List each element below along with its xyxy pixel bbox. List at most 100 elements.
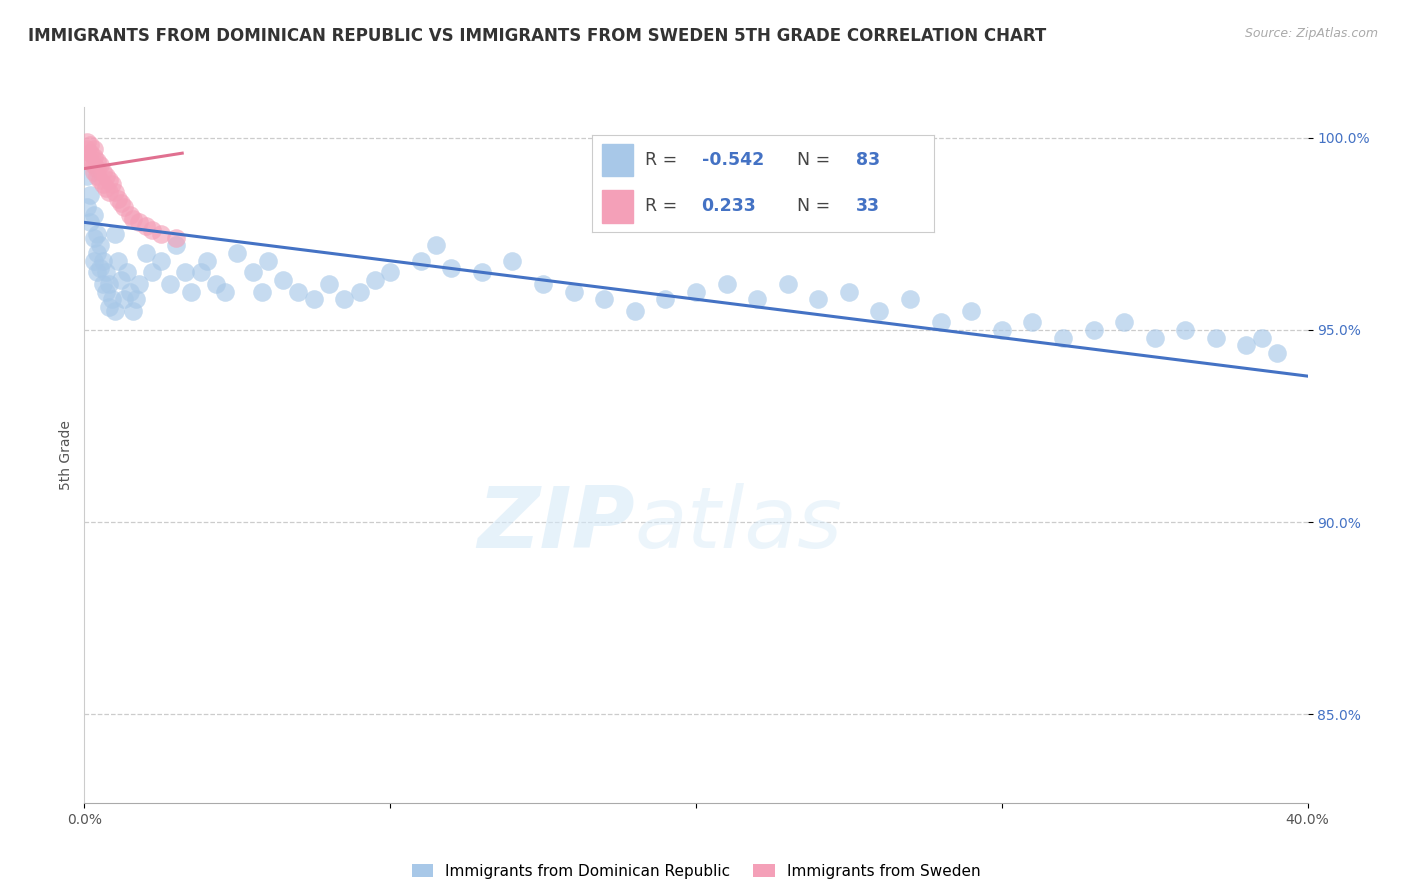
Bar — [602, 190, 633, 222]
Point — [97, 185, 120, 199]
Point — [79, 188, 101, 202]
Text: N =: N = — [797, 197, 831, 216]
Point — [101, 177, 124, 191]
Point — [107, 253, 129, 268]
Point — [1052, 331, 1074, 345]
Point — [409, 253, 432, 268]
Point — [149, 227, 172, 241]
Point — [716, 277, 738, 291]
Point — [685, 285, 707, 299]
Text: IMMIGRANTS FROM DOMINICAN REPUBLIC VS IMMIGRANTS FROM SWEDEN 5TH GRADE CORRELATI: IMMIGRANTS FROM DOMINICAN REPUBLIC VS IM… — [28, 27, 1046, 45]
Legend: Immigrants from Dominican Republic, Immigrants from Sweden: Immigrants from Dominican Republic, Immi… — [412, 863, 980, 879]
Point — [101, 292, 124, 306]
Point — [190, 265, 212, 279]
Point — [149, 253, 172, 268]
Point — [159, 277, 181, 291]
Point — [86, 153, 108, 168]
Point — [226, 246, 249, 260]
Point — [242, 265, 264, 279]
Point — [1250, 331, 1272, 345]
Point — [79, 215, 101, 229]
Text: 33: 33 — [856, 197, 880, 216]
Point — [180, 285, 202, 299]
Bar — [602, 144, 633, 176]
Point — [135, 219, 157, 234]
Point — [97, 173, 120, 187]
Point — [1143, 331, 1166, 345]
Point — [86, 246, 108, 260]
Point — [122, 211, 145, 226]
Point — [89, 238, 111, 252]
Point — [89, 158, 111, 172]
Point — [195, 253, 218, 268]
Point — [141, 265, 163, 279]
Text: -0.542: -0.542 — [702, 151, 763, 169]
Point — [380, 265, 402, 279]
Point — [425, 238, 447, 252]
Point — [83, 253, 105, 268]
Point — [76, 169, 98, 184]
Point — [104, 303, 127, 318]
Point — [1083, 323, 1105, 337]
Point — [898, 292, 921, 306]
Point — [79, 138, 101, 153]
Text: atlas: atlas — [636, 483, 842, 566]
Point — [125, 292, 148, 306]
Point — [76, 135, 98, 149]
Point — [1021, 315, 1043, 329]
Point — [1205, 331, 1227, 345]
Point — [83, 150, 105, 164]
Point — [318, 277, 340, 291]
Y-axis label: 5th Grade: 5th Grade — [59, 420, 73, 490]
Point — [104, 227, 127, 241]
Point — [83, 208, 105, 222]
Text: ZIP: ZIP — [477, 483, 636, 566]
Point — [104, 185, 127, 199]
Point — [562, 285, 585, 299]
Point — [471, 265, 494, 279]
Point — [364, 273, 387, 287]
Point — [929, 315, 952, 329]
Point — [112, 200, 135, 214]
Point — [1174, 323, 1197, 337]
Point — [122, 303, 145, 318]
Point — [1265, 346, 1288, 360]
Point — [97, 277, 120, 291]
Point — [654, 292, 676, 306]
Point — [91, 165, 114, 179]
Point — [991, 323, 1014, 337]
Point — [128, 215, 150, 229]
Point — [333, 292, 356, 306]
Text: 83: 83 — [856, 151, 880, 169]
Point — [869, 303, 891, 318]
Point — [440, 261, 463, 276]
Point — [97, 300, 120, 314]
Point — [1114, 315, 1136, 329]
Point — [174, 265, 197, 279]
Point — [94, 265, 117, 279]
Point — [86, 169, 108, 184]
Point — [83, 165, 105, 179]
Text: 0.233: 0.233 — [702, 197, 756, 216]
Point — [107, 192, 129, 206]
Point — [112, 292, 135, 306]
Point — [120, 208, 142, 222]
Point — [593, 292, 616, 306]
Point — [135, 246, 157, 260]
Text: N =: N = — [797, 151, 831, 169]
Point — [94, 180, 117, 194]
Point — [91, 277, 114, 291]
Point — [502, 253, 524, 268]
Text: R =: R = — [645, 151, 678, 169]
Point — [165, 238, 187, 252]
Point — [205, 277, 228, 291]
Point — [83, 158, 105, 172]
Point — [838, 285, 860, 299]
Point — [287, 285, 309, 299]
Point — [94, 169, 117, 184]
Point — [91, 177, 114, 191]
Point — [86, 265, 108, 279]
Text: Source: ZipAtlas.com: Source: ZipAtlas.com — [1244, 27, 1378, 40]
Point — [271, 273, 294, 287]
Point — [747, 292, 769, 306]
